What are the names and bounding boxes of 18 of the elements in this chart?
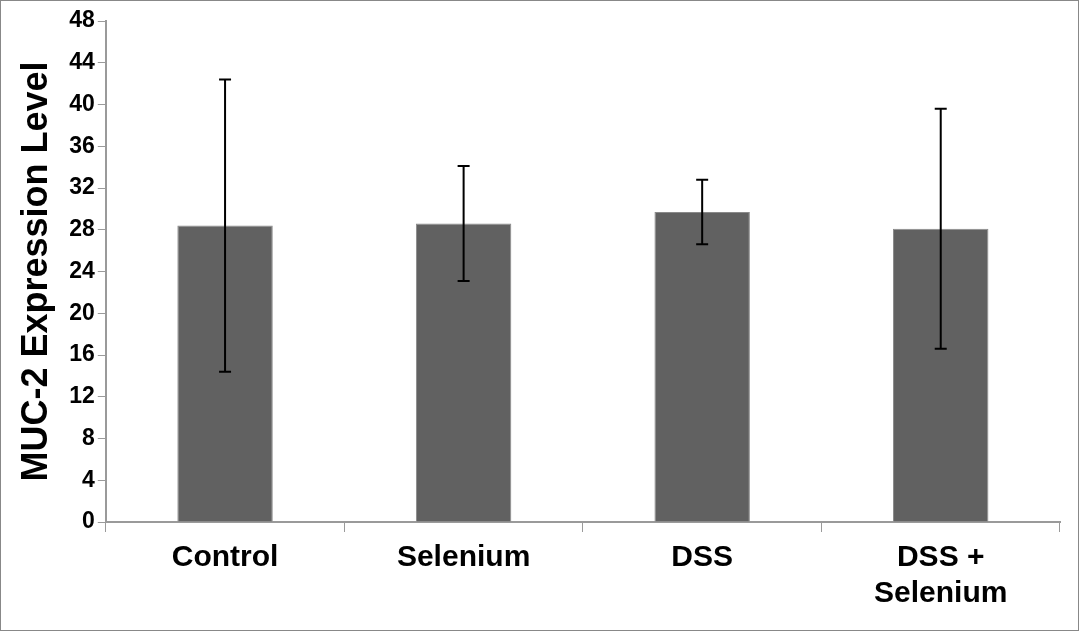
y-tick-label: 32 (69, 173, 95, 200)
y-axis-title: MUC-2 Expression Level (13, 61, 55, 482)
x-tick-label: DSS (671, 539, 734, 573)
y-tick-label: 40 (69, 89, 95, 116)
y-tick-label: 4 (81, 465, 95, 492)
y-tick-label: 48 (69, 6, 95, 33)
y-tick-label: 12 (69, 382, 95, 409)
y-tick-label: 8 (81, 423, 95, 450)
y-tick-label: 44 (69, 48, 95, 75)
y-tick-label: 16 (69, 340, 95, 367)
x-tick-label: Selenium (396, 539, 531, 573)
y-tick-label: 24 (69, 256, 95, 283)
y-tick-label: 36 (69, 131, 95, 158)
x-tick-label: Control (171, 539, 279, 573)
y-tick-label: 0 (81, 507, 95, 534)
y-tick-label: 20 (69, 298, 95, 325)
y-tick-label: 28 (69, 215, 95, 242)
x-tick-label: DSS + Selenium (874, 539, 1008, 609)
